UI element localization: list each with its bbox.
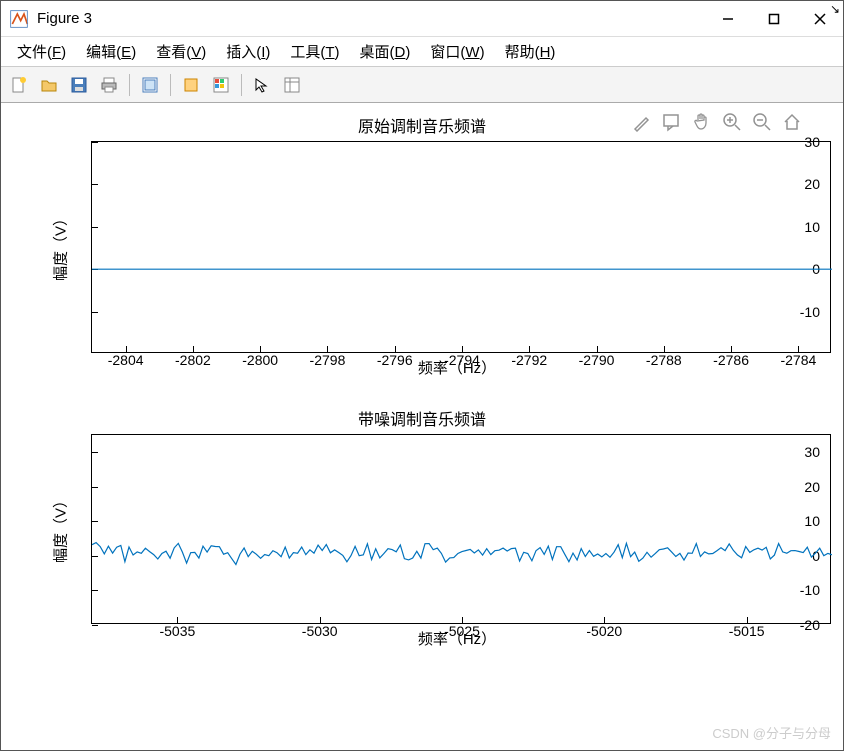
x-tick-label: -2804 — [108, 352, 144, 368]
new-figure-button[interactable] — [7, 73, 31, 97]
x-tick-label: -5035 — [159, 623, 195, 639]
print-preview-button[interactable] — [138, 73, 162, 97]
maximize-button[interactable] — [751, 3, 797, 35]
minimize-button[interactable] — [705, 3, 751, 35]
menu-h[interactable]: 帮助(H) — [495, 38, 566, 65]
x-tick-label: -2790 — [579, 352, 615, 368]
x-tick-label: -2802 — [175, 352, 211, 368]
chart-bottom: 带噪调制音乐频谱 幅度（V） -20-100102030-5035-5030-5… — [21, 406, 823, 649]
y-axis-label: 幅度（V） — [50, 210, 71, 280]
axes-bottom[interactable]: -20-100102030-5035-5030-5025-5020-5015 — [91, 434, 831, 624]
menu-bar: 文件(F)编辑(E)查看(V)插入(I)工具(T)桌面(D)窗口(W)帮助(H)… — [1, 37, 843, 67]
colormap-button[interactable] — [209, 73, 233, 97]
x-tick-label: -2800 — [242, 352, 278, 368]
menu-v[interactable]: 查看(V) — [146, 38, 216, 65]
toolbar-separator — [241, 74, 242, 96]
menu-t[interactable]: 工具(T) — [280, 38, 349, 65]
x-tick-label: -5025 — [444, 623, 480, 639]
print-button[interactable] — [97, 73, 121, 97]
x-tick-label: -2796 — [377, 352, 413, 368]
dock-arrow-icon[interactable]: ↘ — [830, 2, 840, 16]
data-line — [92, 142, 832, 354]
chart-top: 原始调制音乐频谱 幅度（V） -100102030-2804-2802-2800… — [21, 113, 823, 378]
toolbar — [1, 67, 843, 103]
watermark-text: CSDN @分子与分母 — [712, 723, 831, 742]
open-button[interactable] — [37, 73, 61, 97]
menu-w[interactable]: 窗口(W) — [420, 38, 494, 65]
figure-canvas: 原始调制音乐频谱 幅度（V） -100102030-2804-2802-2800… — [1, 103, 843, 750]
menu-e[interactable]: 编辑(E) — [76, 38, 146, 65]
property-inspector-button[interactable] — [280, 73, 304, 97]
chart-title: 带噪调制音乐频谱 — [21, 406, 823, 430]
chart-title: 原始调制音乐频谱 — [21, 113, 823, 137]
toolbar-separator — [129, 74, 130, 96]
x-tick-label: -2784 — [780, 352, 816, 368]
x-tick-label: -5015 — [729, 623, 765, 639]
menu-f[interactable]: 文件(F) — [7, 38, 76, 65]
toolbar-separator — [170, 74, 171, 96]
menu-i[interactable]: 插入(I) — [216, 38, 280, 65]
y-axis-label: 幅度（V） — [50, 492, 71, 562]
window-title: Figure 3 — [37, 10, 705, 27]
link-axes-button[interactable] — [179, 73, 203, 97]
x-tick-label: -2792 — [511, 352, 547, 368]
figure-window: Figure 3 文件(F)编辑(E)查看(V)插入(I)工具(T)桌面(D)窗… — [0, 0, 844, 751]
data-line — [92, 435, 832, 625]
axes-top[interactable]: -100102030-2804-2802-2800-2798-2796-2794… — [91, 141, 831, 353]
x-tick-label: -2788 — [646, 352, 682, 368]
matlab-logo-icon — [9, 9, 29, 29]
title-bar: Figure 3 — [1, 1, 843, 37]
x-tick-label: -2798 — [310, 352, 346, 368]
edit-cursor-button[interactable] — [250, 73, 274, 97]
x-tick-label: -2794 — [444, 352, 480, 368]
x-tick-label: -5020 — [586, 623, 622, 639]
x-tick-label: -5030 — [302, 623, 338, 639]
x-tick-label: -2786 — [713, 352, 749, 368]
save-button[interactable] — [67, 73, 91, 97]
menu-d[interactable]: 桌面(D) — [350, 38, 421, 65]
